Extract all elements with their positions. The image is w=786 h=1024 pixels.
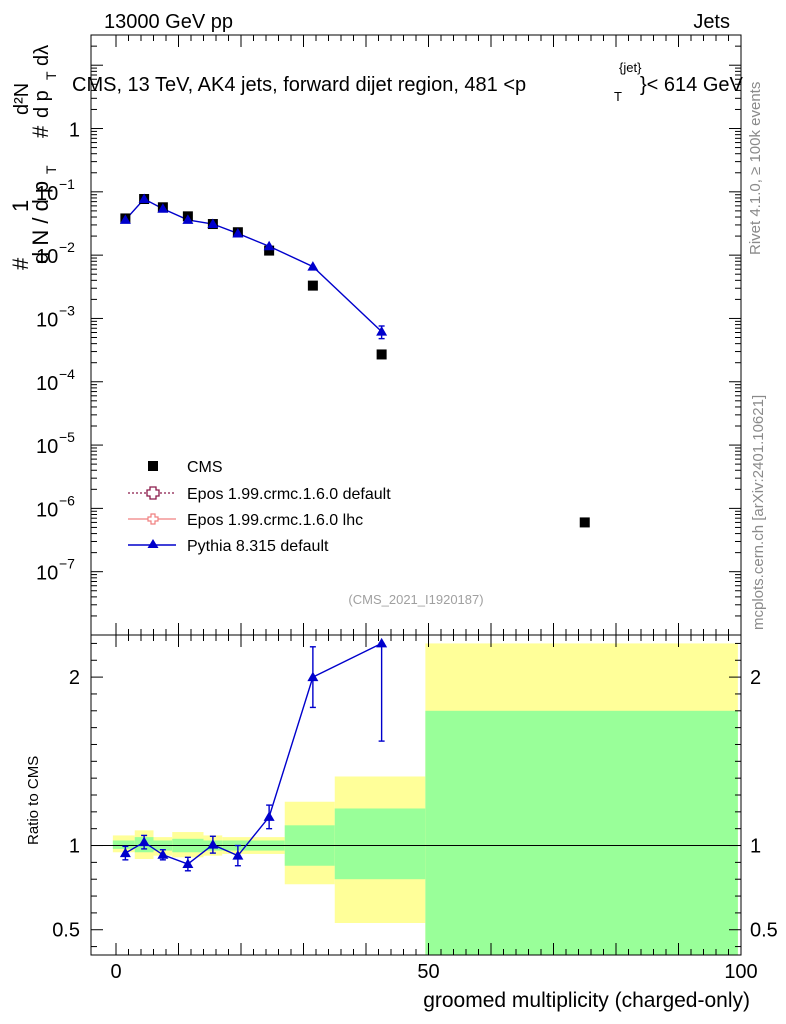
main-y-tick-label: 10: [36, 246, 58, 268]
ylabel-right-hash: #: [28, 125, 53, 138]
main-y-tick-label: 10: [36, 499, 58, 521]
legend-entry-pythia: Pythia 8.315 default: [128, 538, 329, 555]
main-y-tick-label: 10: [36, 373, 58, 395]
analysis-id-label: (CMS_2021_I1920187): [348, 592, 483, 607]
ratio-x-tick-label: 100: [724, 961, 757, 983]
ylabel-right-lambda: dλ: [31, 45, 53, 66]
main-y-tick-label-exponent: −7: [59, 556, 75, 572]
legend-entry-epos-lhc: Epos 1.99.crmc.1.6.0 lhc: [128, 512, 363, 529]
legend-label-pythia: Pythia 8.315 default: [187, 538, 329, 555]
ylabel-num-hash: #: [8, 257, 33, 270]
ratio-pythia-point: [307, 671, 319, 682]
main-y-tick-label-exponent: −4: [59, 366, 75, 382]
ratio-x-tick-label: 50: [417, 961, 439, 983]
ratio-pythia-point: [138, 836, 150, 847]
plot-title-tail: }< 614 GeV: [640, 74, 744, 96]
ratio-y-tick-label: 2: [69, 667, 80, 689]
main-y-tick-label: 10: [36, 183, 58, 205]
ratio-pythia-point: [263, 811, 275, 821]
main-y-axis-label: # 1 d N / d p T # d²N d p T dλ: [8, 45, 59, 270]
cms-point: [376, 349, 387, 360]
main-y-tick-label: 10: [36, 563, 58, 585]
legend-marker-pythia: [147, 539, 159, 548]
ratio-x-tick-labels: 0 50 100: [110, 961, 757, 983]
cms-point: [264, 245, 275, 256]
ratio-pythia-point: [182, 858, 194, 869]
pythia-point: [207, 218, 219, 229]
ratio-panel: 0.5 0.5 1 1 2 2 0 50 100: [52, 634, 778, 983]
pythia-point: [263, 240, 275, 251]
legend-label-epos-default: Epos 1.99.crmc.1.6.0 default: [187, 486, 391, 503]
legend-marker-epos-lhc: [147, 513, 159, 525]
pythia-point: [182, 214, 194, 224]
ratio-y-tick-label-right: 2: [750, 667, 761, 689]
legend-label-epos-lhc: Epos 1.99.crmc.1.6.0 lhc: [187, 512, 363, 529]
ratio-pythia-point: [232, 850, 244, 860]
ylabel-right-den: d p: [31, 90, 53, 118]
main-panel: 10 −710 −610 −510 −410 −310 −210 −11: [36, 34, 742, 636]
pythia-point: [376, 326, 388, 336]
main-y-tick-label-exponent: −6: [59, 492, 75, 508]
main-y-tick-label-exponent: −5: [59, 429, 75, 445]
legend-entry-epos-default: Epos 1.99.crmc.1.6.0 default: [128, 486, 391, 503]
ratio-band-inner: [334, 808, 426, 880]
ylabel-den: d N / d p: [28, 181, 53, 264]
main-y-tick-label: 10: [36, 436, 58, 458]
main-y-tick-label-exponent: −2: [59, 239, 75, 255]
legend-label-cms: CMS: [187, 459, 223, 476]
main-y-tick-label-exponent: −3: [59, 302, 75, 318]
ratio-y-tick-label-right: 0.5: [750, 920, 778, 942]
legend-marker-cms: [148, 461, 158, 471]
ratio-pythia-point: [157, 849, 169, 859]
mcplots-label: mcplots.cern.ch [arXiv:2401.10621]: [750, 395, 767, 630]
pythia-line: [124, 198, 383, 333]
cms-point: [579, 517, 590, 528]
ratio-y-tick-label: 1: [69, 836, 80, 858]
ylabel-right-sub: T: [43, 71, 59, 80]
main-y-tick-label: 10: [36, 309, 58, 331]
energy-label: 13000 GeV pp: [104, 11, 233, 33]
main-y-tick-label: 1: [69, 120, 80, 142]
x-axis-label: groomed multiplicity (charged-only): [423, 989, 750, 1012]
legend-marker-epos-default: [146, 486, 160, 500]
main-y-tick-labels: 10 −710 −610 −510 −410 −310 −210 −11: [36, 120, 80, 585]
plot-title: CMS, 13 TeV, AK4 jets, forward dijet reg…: [72, 60, 744, 104]
pythia-point: [119, 214, 131, 224]
ratio-x-tick-label: 0: [110, 961, 121, 983]
main-data-layer: [119, 193, 590, 528]
ylabel-den-sub: T: [43, 165, 59, 174]
ratio-band-inner: [425, 710, 738, 955]
ratio-uncertainty-bands: [91, 643, 741, 955]
category-label: Jets: [693, 11, 730, 33]
main-y-tick-label-exponent: −1: [59, 176, 75, 192]
ratio-pythia-point: [376, 637, 388, 648]
pythia-point: [232, 227, 244, 238]
ratio-band-inner: [112, 840, 135, 849]
plot-title-main: CMS, 13 TeV, AK4 jets, forward dijet reg…: [72, 74, 526, 96]
ratio-y-tick-label-right: 1: [750, 836, 761, 858]
plot-title-sup: {jet}: [619, 60, 642, 75]
pythia-point: [157, 203, 169, 213]
rivet-version-label: Rivet 4.1.0, ≥ 100k events: [747, 82, 764, 255]
ratio-frame: [90, 634, 742, 956]
legend-entry-cms: CMS: [148, 459, 223, 476]
ratio-pythia-point: [119, 847, 131, 858]
ratio-y-tick-label: 0.5: [52, 920, 80, 942]
ylabel-right-num: d²N: [11, 83, 33, 115]
ratio-data-layer: [119, 637, 388, 872]
ratio-y-tick-labels: 0.5 0.5 1 1 2 2: [52, 667, 778, 942]
cms-point: [307, 280, 318, 291]
plot-title-sub: T: [614, 89, 622, 104]
ratio-y-axis-label: Ratio to CMS: [25, 756, 42, 845]
ylabel-num-one: 1: [8, 200, 33, 212]
legend: CMS Epos 1.99.crmc.1.6.0 default Epos 1.…: [128, 459, 391, 555]
ratio-axis-ticks: [91, 635, 742, 955]
ratio-pythia-point: [207, 839, 219, 849]
pythia-point: [138, 193, 150, 204]
pythia-point: [307, 261, 319, 271]
main-axis-ticks: [91, 34, 742, 636]
